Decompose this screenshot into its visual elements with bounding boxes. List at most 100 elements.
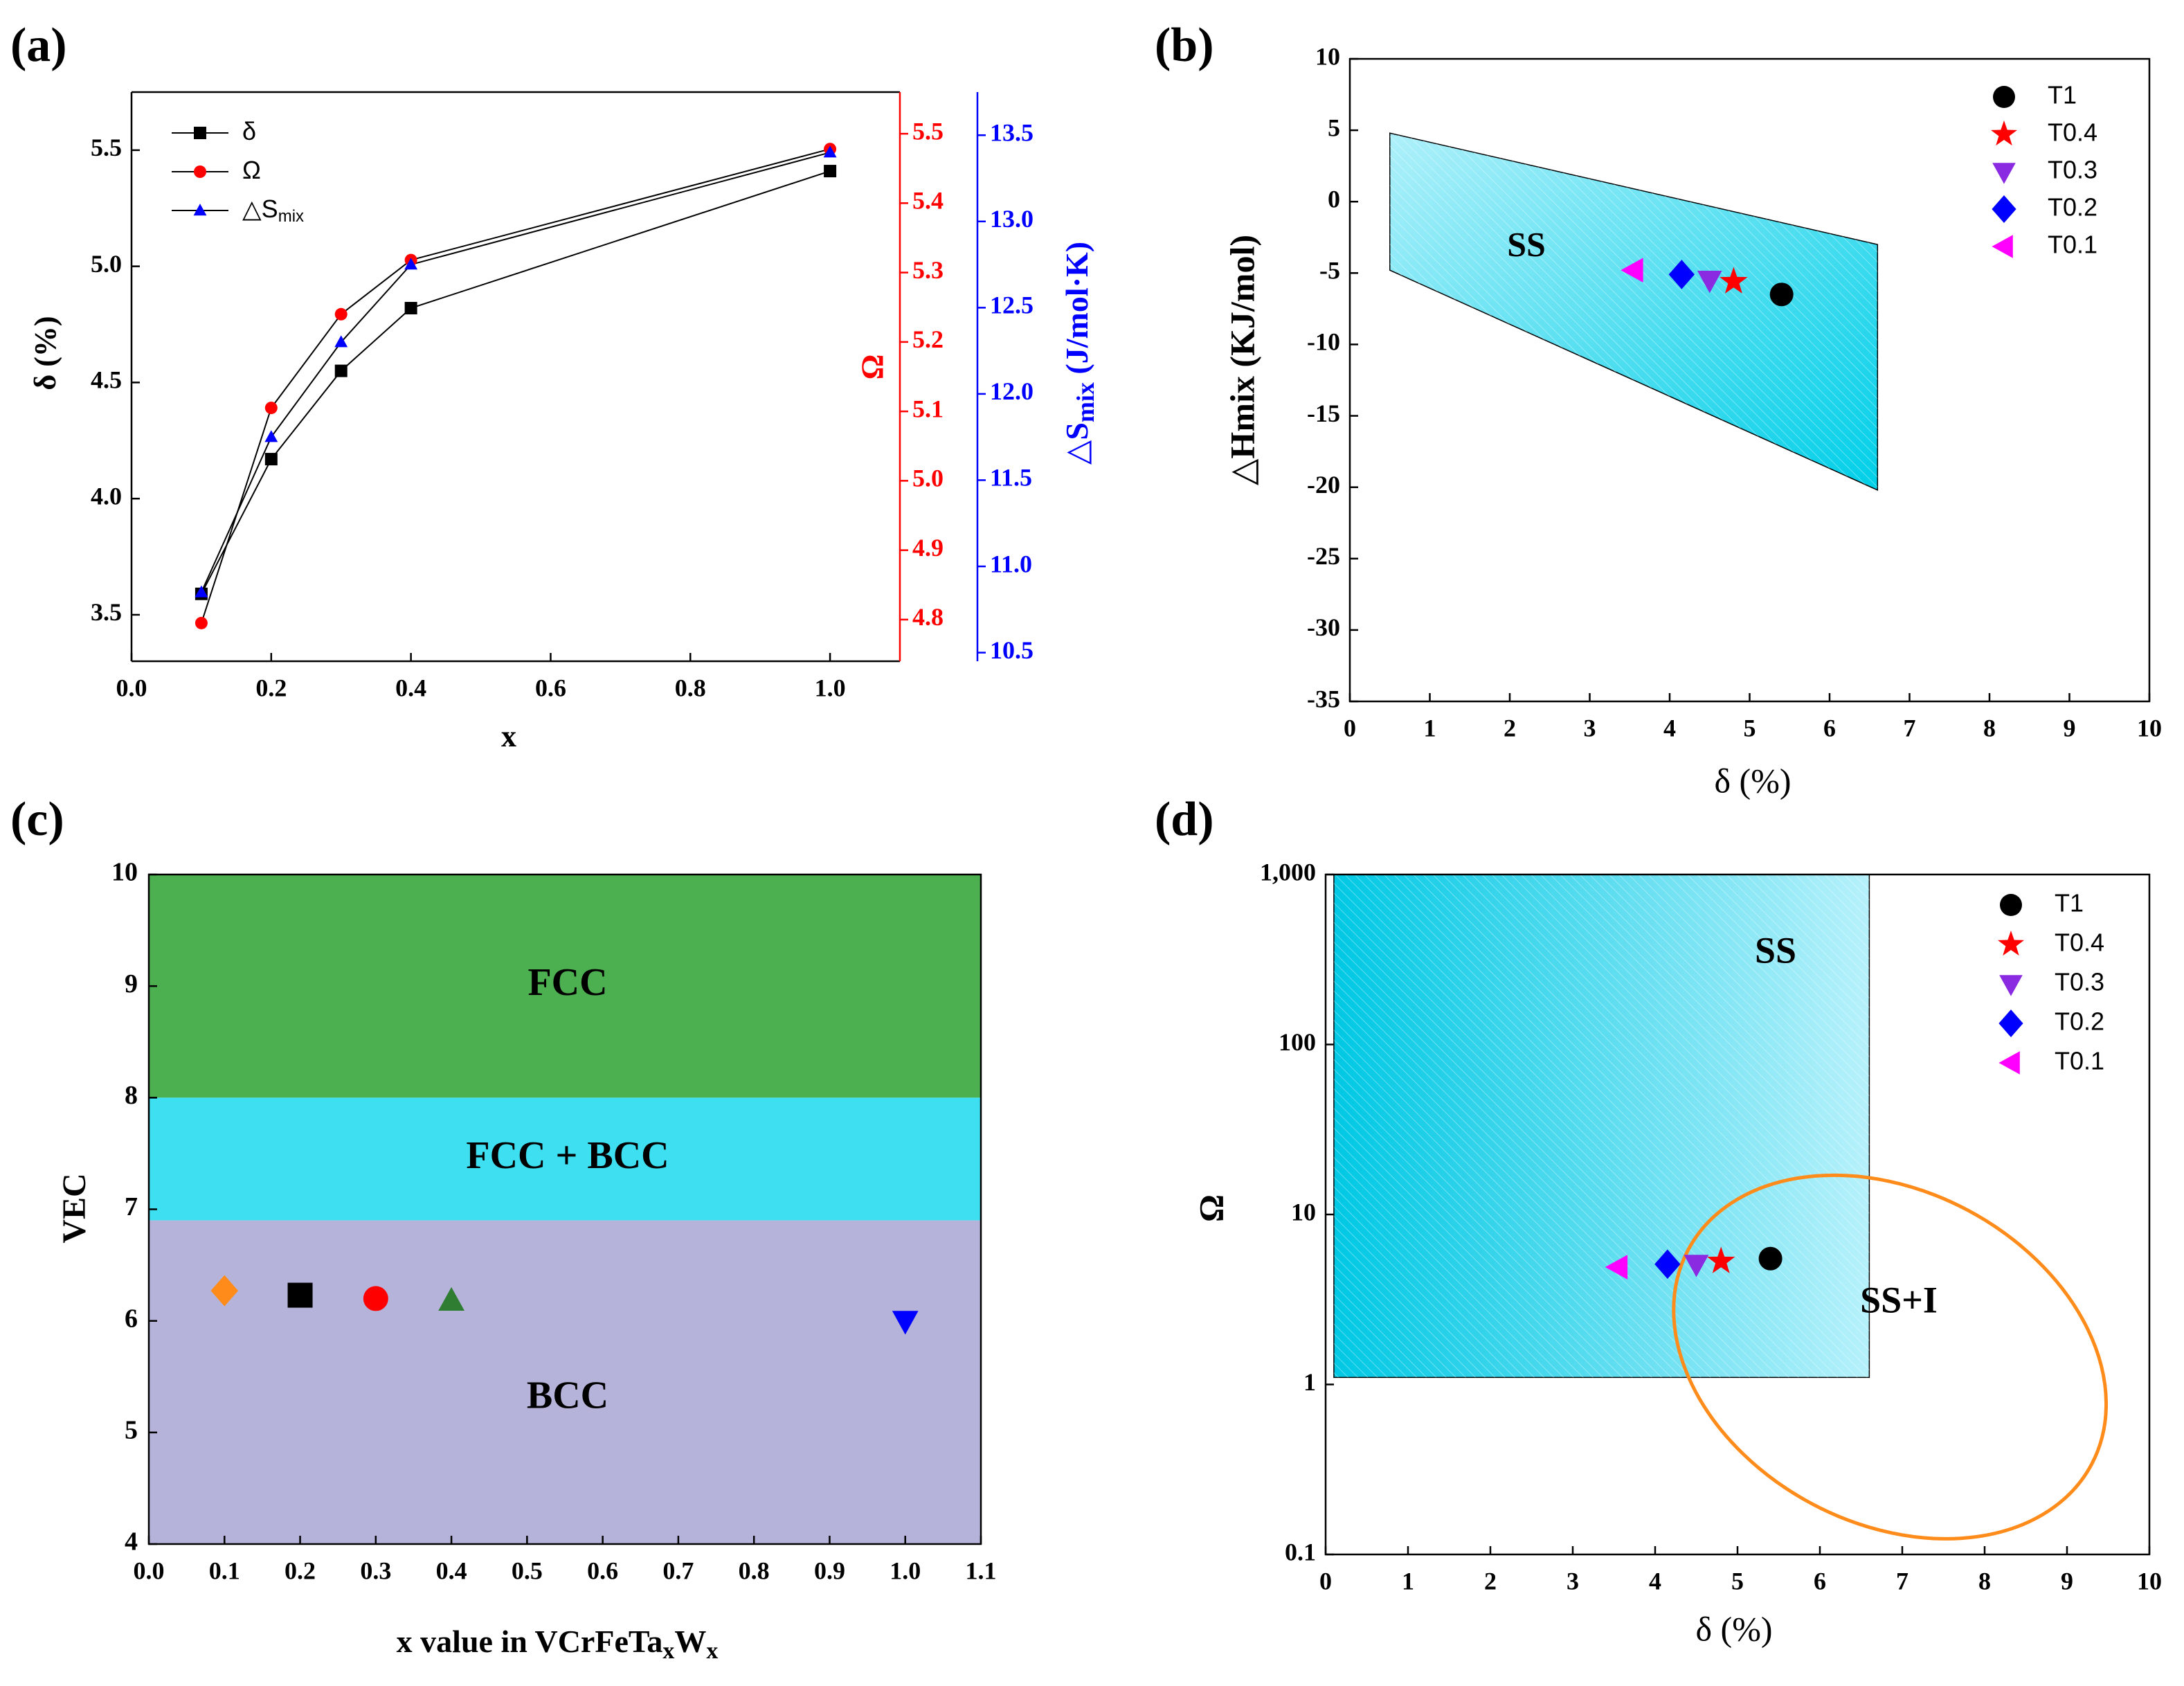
legend-marker (1997, 931, 2025, 956)
series-line (201, 170, 831, 595)
legend-marker (1998, 1051, 2020, 1075)
y-mid-tick-label: 5.0 (912, 465, 944, 492)
ss-region-label: SS (1507, 224, 1546, 263)
x-tick-label: 10 (2137, 714, 2162, 742)
x-tick-label: 0.4 (395, 674, 426, 701)
data-point (334, 364, 348, 377)
data-point (892, 1311, 919, 1335)
y-mid-tick-label: 5.4 (912, 187, 944, 215)
legend-marker (194, 127, 206, 139)
x-tick-label: 0.6 (535, 674, 566, 701)
x-tick-label: 7 (1896, 1567, 1908, 1595)
data-point (824, 165, 837, 178)
data-point (264, 430, 278, 442)
region-label-fcc-bcc: FCC + BCC (466, 1134, 669, 1177)
region-label-fcc: FCC (527, 961, 607, 1004)
y-tick-label: 4 (125, 1527, 138, 1557)
y-tick-label: -35 (1307, 685, 1340, 712)
data-point (287, 1282, 313, 1308)
y-tick-label: -15 (1307, 400, 1340, 427)
y-mid-axis-title: Ω (855, 355, 890, 380)
legend-marker (194, 165, 206, 178)
x-tick-label: 0.8 (739, 1557, 770, 1584)
legend-marker (1999, 975, 2023, 996)
legend-marker (1993, 86, 2015, 108)
data-point (195, 585, 208, 598)
x-tick-label: 0.9 (814, 1557, 845, 1584)
y-left-tick-label: 5.0 (91, 250, 122, 278)
y-right-tick-label: 10.5 (990, 636, 1034, 664)
y-tick-label: 0 (1328, 185, 1340, 213)
y-right-tick-label: 12.5 (990, 292, 1034, 319)
x-tick-label: 5 (1744, 714, 1756, 742)
panel-a: (a) 0.0 0.2 0.4 0.6 0.8 1.0 3.5 4.0 4.5 5.0 5.5 4.8 4… (10, 19, 1099, 753)
y-mid-tick-label: 5.1 (912, 395, 944, 422)
panel-label-b: (b) (1155, 19, 1214, 72)
y-mid-tick-label: 5.2 (912, 325, 944, 353)
x-tick-label: 6 (1814, 1567, 1826, 1595)
data-point (334, 335, 348, 348)
data-point (264, 453, 278, 466)
y-axis-title: Ω (1191, 1194, 1230, 1222)
ss-i-ellipse (1672, 1173, 2109, 1541)
x-tick-label: 0.2 (255, 674, 287, 701)
y-tick-label: 7 (125, 1192, 138, 1221)
data-point (1697, 271, 1722, 294)
x-tick-label: 10 (2137, 1567, 2162, 1595)
x-tick-label: 0 (1344, 714, 1356, 742)
y-tick-label: 100 (1279, 1028, 1316, 1056)
x-tick-label: 2 (1504, 714, 1516, 742)
x-tick-label: 3 (1567, 1567, 1579, 1595)
panel-d: (d) SS 0 1 2 3 4 5 6 7 8 9 10 0.1 1 10 100 1,000 δ (%) Ω SS+… (1155, 793, 2162, 1648)
x-tick-label: 0.3 (360, 1557, 391, 1584)
y-right-tick-label: 12.0 (990, 377, 1034, 405)
x-tick-label: 0.4 (436, 1557, 467, 1584)
panel-label-d: (d) (1155, 793, 1214, 846)
x-tick-label: 3 (1584, 714, 1596, 742)
x-tick-label: 1 (1424, 714, 1436, 742)
y-tick-label: 5 (125, 1416, 138, 1445)
x-tick-label: 8 (1983, 714, 1996, 742)
legend-marker (2000, 894, 2022, 916)
y-tick-label: 1 (1303, 1368, 1316, 1396)
phase-region (149, 875, 981, 1098)
y-tick-label: 10 (1315, 42, 1340, 70)
y-right-tick-label: 11.0 (990, 550, 1032, 577)
legend-label: T0.3 (2055, 968, 2104, 996)
legend-label: T0.3 (2048, 156, 2097, 184)
data-point (334, 307, 348, 321)
x-tick-label: 1.1 (966, 1557, 997, 1584)
y-tick-label: -5 (1319, 257, 1340, 285)
y-tick-label: 0.1 (1285, 1538, 1316, 1566)
y-left-tick-label: 3.5 (91, 598, 122, 626)
legend-marker (193, 204, 207, 216)
legend-marker (1992, 235, 2013, 258)
ss-region-label: SS (1755, 929, 1796, 971)
x-tick-label: 8 (1978, 1567, 1991, 1595)
x-tick-label: 1.0 (890, 1557, 921, 1584)
y-mid-tick-label: 4.8 (912, 603, 944, 631)
x-tick-label: 0.2 (285, 1557, 316, 1584)
region-label-bcc: BCC (527, 1374, 608, 1417)
x-axis-title: x (501, 719, 516, 753)
data-point (1668, 260, 1695, 289)
x-tick-label: 6 (1823, 714, 1836, 742)
x-axis-title: δ (%) (1714, 761, 1791, 800)
y-tick-label: -10 (1307, 328, 1340, 356)
legend-label: δ (242, 117, 256, 145)
data-point (404, 258, 418, 270)
data-point (823, 145, 837, 158)
x-axis-title: x value in VCrFeTaxWx (397, 1624, 719, 1664)
x-tick-label: 0.0 (116, 674, 147, 701)
y-left-tick-label: 4.0 (91, 482, 122, 510)
x-tick-label: 0.0 (134, 1557, 165, 1584)
y-tick-label: 10 (111, 858, 138, 887)
y-axis-title: △Hmix (KJ/mol) (1222, 235, 1261, 485)
data-point (1758, 1246, 1783, 1271)
data-point (363, 1286, 388, 1311)
data-point (438, 1286, 464, 1311)
y-tick-label: 9 (125, 969, 138, 998)
legend-label: T1 (2055, 889, 2084, 917)
legend-marker (1992, 195, 2016, 223)
y-right-axis-title: △Smix (J/mol·K) (1059, 242, 1100, 465)
